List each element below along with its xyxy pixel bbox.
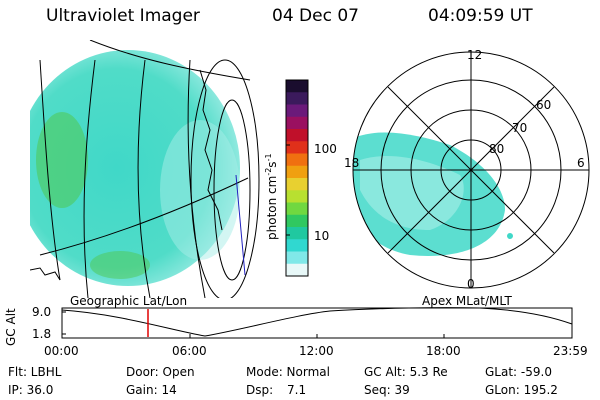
dsp-status-value: 7.1 <box>287 383 307 397</box>
mlat-label-80: 80 <box>489 142 505 156</box>
time-tick-1200: 12:00 <box>299 344 334 358</box>
altitude-plot <box>61 307 573 339</box>
altitude-tick-1-8: 1.8 <box>32 327 52 341</box>
mlat-label-60: 60 <box>536 98 552 112</box>
colorbar-swatch <box>286 251 308 265</box>
mlt-label-18: 18 <box>344 156 360 170</box>
mlt-label-6: 6 <box>577 156 585 170</box>
mlt-label-0: 0 <box>467 277 475 291</box>
time-tick-0600: 06:00 <box>172 344 207 358</box>
colorbar-swatch <box>286 141 308 154</box>
glon-status: GLon: 195.2 <box>485 383 558 397</box>
mlt-label-12: 12 <box>467 48 483 62</box>
colorbar-swatch <box>286 116 308 130</box>
colorbar-swatch <box>286 153 308 167</box>
geographic-projection-label: Geographic Lat/Lon <box>70 294 188 308</box>
apex-projection-label: Apex MLat/MLT <box>422 294 512 308</box>
gc-alt-status: GC Alt: 5.3 Re <box>364 365 448 379</box>
date-label: 04 Dec 07 <box>272 6 359 26</box>
colorbar-swatch <box>286 190 308 203</box>
polar-plot <box>352 51 590 289</box>
colorbar <box>285 79 309 277</box>
colorbar-unit-label: photon cm-2s-1 <box>264 153 279 240</box>
door-status: Door: Open <box>126 365 195 379</box>
altitude-curve <box>61 307 573 337</box>
dsp-status-label: Dsp: <box>246 383 274 397</box>
colorbar-swatch <box>286 165 308 179</box>
colorbar-tick-100: 100 <box>314 142 337 156</box>
colorbar-swatch <box>286 202 308 216</box>
ip-status: IP: 36.0 <box>8 383 54 397</box>
time-tick-0000: 00:00 <box>44 344 79 358</box>
seq-status: Seq: 39 <box>364 383 410 397</box>
instrument-title: Ultraviolet Imager <box>46 6 200 26</box>
time-label: 04:09:59 UT <box>428 6 533 26</box>
mlat-label-70: 70 <box>512 121 528 135</box>
colorbar-tick-10: 10 <box>314 229 330 243</box>
colorbar-swatches <box>286 80 308 277</box>
colorbar-swatch <box>286 178 308 191</box>
colorbar-swatch <box>286 92 308 105</box>
colorbar-swatch <box>286 129 308 142</box>
colorbar-swatch <box>286 263 308 277</box>
mode-status: Mode: Normal <box>246 365 330 379</box>
time-tick-1800: 18:00 <box>426 344 461 358</box>
altitude-tick-9: 9.0 <box>32 305 52 319</box>
colorbar-swatch <box>286 80 308 93</box>
altitude-axis-label: GC Alt <box>4 308 18 346</box>
filter-status: Flt: LBHL <box>8 365 62 379</box>
gain-status: Gain: 14 <box>126 383 177 397</box>
colorbar-swatch <box>286 239 308 252</box>
time-tick-2359: 23:59 <box>553 344 588 358</box>
glat-status: GLat: -59.0 <box>485 365 552 379</box>
geographic-image <box>30 40 260 298</box>
colorbar-swatch <box>286 227 308 240</box>
colorbar-swatch <box>286 104 308 118</box>
colorbar-swatch <box>286 214 308 228</box>
